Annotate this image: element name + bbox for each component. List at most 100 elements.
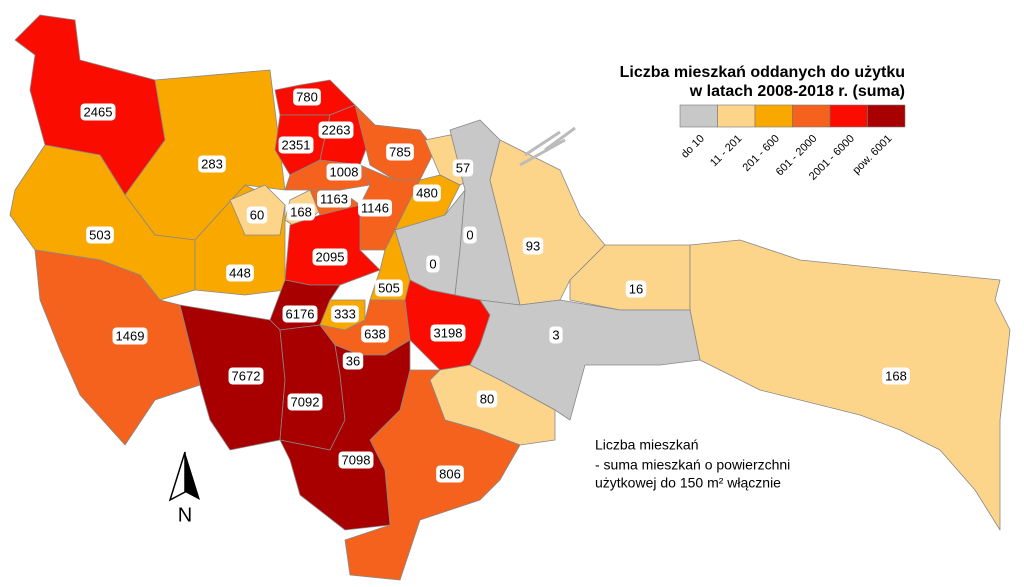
- legend-swatch: [679, 104, 718, 128]
- north-label: N: [178, 504, 192, 526]
- district-label: 1008: [326, 163, 362, 181]
- district-value: 16: [629, 281, 643, 296]
- label-box: [226, 264, 254, 282]
- district-label: 36: [342, 352, 364, 370]
- district-value: 505: [378, 280, 400, 295]
- district-value: 2263: [322, 122, 351, 137]
- legend-title: Liczba mieszkań oddanych do użytku: [620, 64, 905, 81]
- district: [469, 299, 701, 421]
- district-label: 283: [198, 155, 226, 173]
- label-box: [228, 367, 264, 385]
- district-label: 16: [625, 280, 647, 298]
- legend-label: 11 - 201: [708, 133, 744, 169]
- legend-swatch: [754, 104, 793, 128]
- legend-label: pow. 6001: [850, 133, 894, 177]
- district-value: 7672: [232, 368, 261, 383]
- district-label: 7098: [338, 451, 374, 469]
- legend-label: do 10: [679, 133, 707, 161]
- label-box: [112, 327, 148, 345]
- label-box: [426, 255, 440, 273]
- district-label: 168: [287, 203, 315, 221]
- legend-swatch: [867, 104, 906, 128]
- district-label: 93: [522, 237, 544, 255]
- north-arrow: [168, 451, 200, 502]
- note: użytkowej do 150 m² włącznie: [595, 475, 781, 491]
- district-label: 80: [476, 390, 498, 408]
- piers: [519, 126, 576, 167]
- label-box: [287, 203, 315, 221]
- label-box: [331, 305, 359, 323]
- district-label: 3: [549, 326, 563, 344]
- label-box: [882, 367, 910, 385]
- district-value: 6176: [286, 306, 315, 321]
- district-value: 80: [480, 391, 494, 406]
- district-label: 785: [386, 143, 414, 161]
- label-box: [338, 451, 374, 469]
- district-label: 2351: [278, 136, 314, 154]
- district-value: 1469: [116, 328, 145, 343]
- label-box: [452, 159, 474, 177]
- district-label: 0: [426, 255, 440, 273]
- district-value: 283: [201, 156, 223, 171]
- legend-swatch: [717, 104, 756, 128]
- district-label: 2263: [318, 121, 354, 139]
- district-value: 60: [250, 207, 264, 222]
- label-box: [282, 305, 318, 323]
- district-label: 448: [226, 264, 254, 282]
- district-label: 780: [293, 88, 321, 106]
- label-box: [476, 390, 498, 408]
- district-label: 503: [86, 226, 114, 244]
- district-value: 3: [552, 327, 559, 342]
- label-box: [413, 184, 441, 202]
- district-value: 93: [526, 238, 540, 253]
- label-box: [278, 136, 314, 154]
- district-value: 0: [429, 256, 436, 271]
- label-box: [342, 352, 364, 370]
- label-box: [198, 155, 226, 173]
- district-value: 333: [334, 306, 356, 321]
- district-label: 480: [413, 184, 441, 202]
- label-box: [549, 326, 563, 344]
- district-label: 6176: [282, 305, 318, 323]
- district-label: 1469: [112, 327, 148, 345]
- district-label: 638: [361, 325, 389, 343]
- legend-title: w latach 2008-2018 r. (suma): [689, 83, 905, 100]
- district-value: 1008: [330, 164, 359, 179]
- district: [34, 249, 201, 446]
- label-box: [318, 121, 354, 139]
- note: Liczba mieszkań: [595, 437, 699, 453]
- district-value: 785: [389, 144, 411, 159]
- district-label: 168: [882, 367, 910, 385]
- district-value: 168: [885, 368, 907, 383]
- district-value: 3198: [434, 325, 463, 340]
- district-label: 2465: [80, 103, 116, 121]
- note: - suma mieszkań o powierzchni: [595, 457, 790, 473]
- label-box: [361, 325, 389, 343]
- district: [354, 104, 436, 181]
- district-label: 7672: [228, 367, 264, 385]
- district-label: 2095: [312, 248, 348, 266]
- label-box: [287, 393, 323, 411]
- district-value: 503: [89, 227, 111, 242]
- district-value: 2465: [84, 104, 113, 119]
- district-value: 2351: [282, 137, 311, 152]
- label-box: [312, 248, 348, 266]
- label-box: [463, 226, 477, 244]
- label-box: [436, 465, 464, 483]
- district-value: 7092: [291, 394, 320, 409]
- label-box: [375, 279, 403, 297]
- label-box: [326, 163, 362, 181]
- label-box: [522, 237, 544, 255]
- district-value: 1146: [361, 200, 389, 215]
- district-value: 57: [456, 160, 470, 175]
- legend-swatch: [792, 104, 831, 128]
- district-value: 36: [346, 353, 360, 368]
- label-box: [625, 280, 647, 298]
- district: [689, 239, 1011, 531]
- district-value: 638: [364, 326, 386, 341]
- district-value: 806: [439, 466, 461, 481]
- label-box: [386, 143, 414, 161]
- district-label: 3198: [430, 324, 466, 342]
- district: [279, 339, 411, 531]
